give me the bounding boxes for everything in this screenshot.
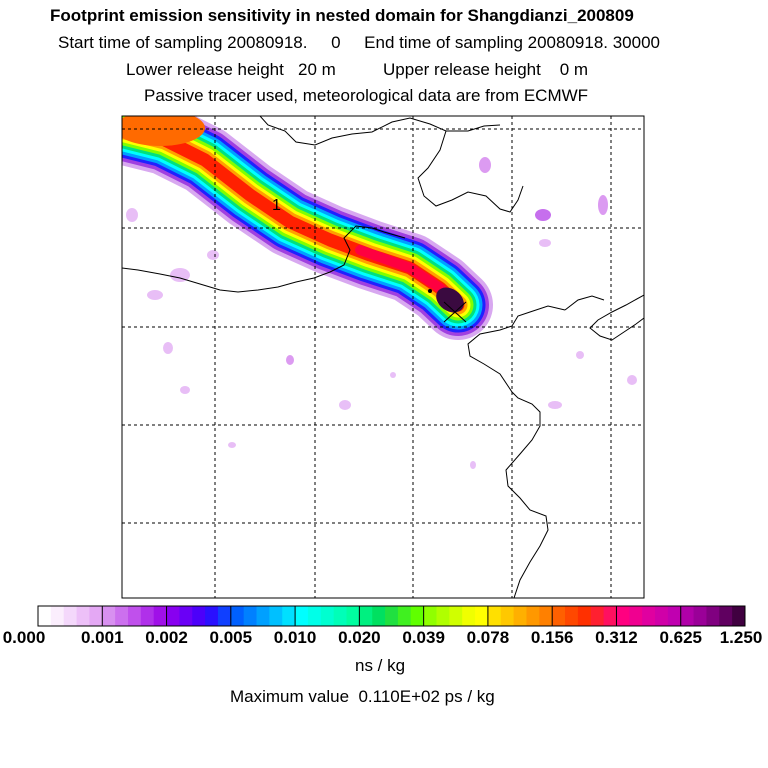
contour-label: 1 (272, 197, 281, 214)
colorbar-cell-7-0 (487, 606, 502, 626)
plume-layer (122, 116, 637, 469)
colorbar-label-9: 0.312 (595, 628, 638, 647)
colorbar-cell-9-4 (667, 606, 682, 626)
colorbar-cell-10-4 (732, 606, 746, 626)
colorbar-cell-6-0 (423, 606, 437, 626)
colorbar-cell-5-3 (397, 606, 412, 626)
colorbar-label-6: 0.039 (402, 628, 445, 647)
colorbar-cell-1-4 (153, 606, 168, 626)
colorbar-cell-4-3 (333, 606, 348, 626)
colorbar-cell-5-2 (385, 606, 399, 626)
colorbar-cell-6-3 (462, 606, 476, 626)
colorbar-cell-4-2 (320, 606, 335, 626)
colorbar (37, 605, 746, 627)
colorbar-cell-0-2 (63, 606, 78, 626)
colorbar-cell-3-0 (230, 606, 245, 626)
colorbar-label-3: 0.005 (209, 628, 253, 647)
colorbar-cell-0-0 (38, 606, 52, 626)
colorbar-cell-4-0 (295, 606, 309, 626)
colorbar-cell-1-3 (140, 606, 155, 626)
colorbar-label-1: 0.001 (80, 628, 124, 647)
sampling-time-line: Start time of sampling 20080918. 0 End t… (58, 33, 660, 52)
map-title: Footprint emission sensitivity in nested… (50, 6, 634, 25)
colorbar-label-4: 0.010 (273, 628, 317, 647)
plume-core (436, 287, 464, 313)
colorbar-cell-10-3 (719, 606, 733, 626)
sensitivity-speckles (126, 157, 637, 469)
colorbar-cell-7-1 (500, 606, 515, 626)
colorbar-frame (37, 605, 746, 627)
colorbar-cell-9-1 (629, 606, 643, 626)
colorbar-cell-8-3 (590, 606, 605, 626)
colorbar-cell-6-2 (449, 606, 463, 626)
colorbar-cell-9-3 (655, 606, 669, 626)
receptor-marker (428, 289, 467, 323)
colorbar-cell-1-1 (115, 606, 129, 626)
colorbar-label-8: 0.156 (530, 628, 574, 647)
colorbar-cell-5-1 (372, 606, 386, 626)
colorbar-units: ns / kg (355, 656, 406, 675)
colorbar-label-7: 0.078 (466, 628, 510, 647)
colorbar-cell-3-2 (256, 606, 270, 626)
colorbar-cell-9-2 (642, 606, 656, 626)
colorbar-label-10: 0.625 (659, 628, 702, 647)
colorbar-cell-0-1 (50, 606, 65, 626)
colorbar-cell-9-0 (616, 606, 630, 626)
colorbar-cell-6-1 (436, 606, 450, 626)
colorbar-cell-2-0 (166, 606, 180, 626)
release-height-line: Lower release height 20 m Upper release … (126, 60, 589, 79)
colorbar-cell-3-3 (269, 606, 283, 626)
colorbar-cell-10-1 (693, 606, 707, 626)
colorbar-cell-3-1 (243, 606, 258, 626)
colorbar-cell-1-2 (127, 606, 142, 626)
colorbar-cell-2-3 (205, 606, 219, 626)
colorbar-cell-8-1 (565, 606, 579, 626)
colorbar-cell-1-0 (102, 606, 116, 626)
colorbar-cell-3-4 (282, 606, 296, 626)
colorbar-cell-8-4 (603, 606, 617, 626)
colorbar-cell-6-4 (475, 606, 489, 626)
colorbar-cell-2-4 (217, 606, 232, 626)
colorbar-cell-8-2 (577, 606, 592, 626)
coastlines (122, 116, 644, 598)
colorbar-cell-2-2 (192, 606, 206, 626)
colorbar-cell-2-1 (179, 606, 193, 626)
colorbar-cell-5-0 (359, 606, 373, 626)
colorbar-cell-7-3 (526, 606, 540, 626)
colorbar-cell-5-4 (410, 606, 425, 626)
graticule (122, 116, 644, 598)
map-frame (121, 115, 645, 599)
colorbar-label-11: 1.250 (719, 628, 763, 647)
colorbar-label-5: 0.020 (338, 628, 381, 647)
colorbar-cell-8-0 (552, 606, 566, 626)
tracer-info-line: Passive tracer used, meteorological data… (144, 86, 589, 105)
plume-head (122, 116, 205, 146)
colorbar-label-2: 0.002 (145, 628, 188, 647)
colorbar-cell-0-3 (76, 606, 90, 626)
colorbar-cell-0-4 (89, 606, 103, 626)
colorbar-cell-7-4 (539, 606, 553, 626)
colorbar-cell-10-2 (706, 606, 720, 626)
maximum-value-note: Maximum value 0.110E+02 ps / kg (230, 687, 495, 706)
colorbar-label-0: 0.000 (2, 628, 46, 647)
colorbar-cell-10-0 (680, 606, 695, 626)
colorbar-cell-4-1 (307, 606, 322, 626)
colorbar-cell-4-4 (346, 606, 360, 626)
colorbar-cell-7-2 (513, 606, 527, 626)
